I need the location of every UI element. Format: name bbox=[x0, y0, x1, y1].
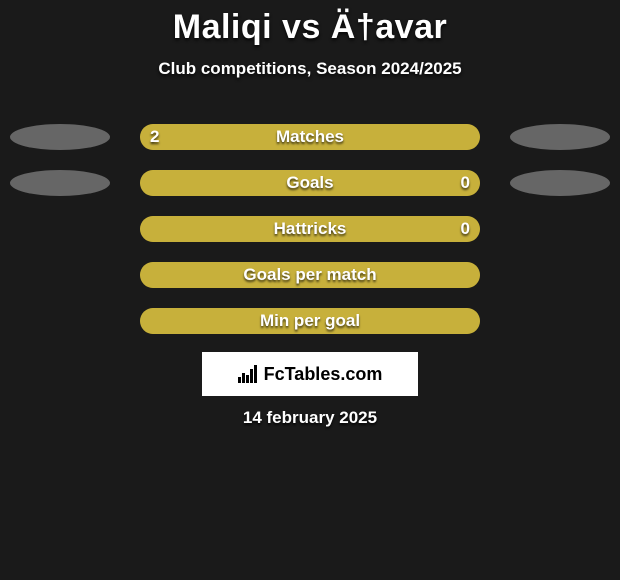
stat-label: Goals bbox=[140, 170, 480, 196]
stat-label: Goals per match bbox=[140, 262, 480, 288]
player-indicator-right bbox=[510, 124, 610, 150]
site-brand-text: FcTables.com bbox=[264, 364, 383, 385]
stat-row: Min per goal bbox=[0, 302, 620, 348]
snapshot-date: 14 february 2025 bbox=[0, 408, 620, 428]
stat-row: Matches2 bbox=[0, 118, 620, 164]
stat-value-left: 2 bbox=[150, 124, 159, 150]
stat-value-right: 0 bbox=[461, 216, 470, 242]
stat-label: Hattricks bbox=[140, 216, 480, 242]
stat-value-right: 0 bbox=[461, 170, 470, 196]
stat-row: Goals per match bbox=[0, 256, 620, 302]
site-logo[interactable]: FcTables.com bbox=[202, 352, 418, 396]
stats-area: Matches2Goals0Hattricks0Goals per matchM… bbox=[0, 118, 620, 348]
bar-chart-icon bbox=[238, 365, 260, 383]
stat-row: Goals0 bbox=[0, 164, 620, 210]
stat-label: Min per goal bbox=[140, 308, 480, 334]
comparison-title: Maliqi vs Ä†avar bbox=[0, 0, 620, 47]
player-indicator-left bbox=[10, 124, 110, 150]
stat-row: Hattricks0 bbox=[0, 210, 620, 256]
comparison-subtitle: Club competitions, Season 2024/2025 bbox=[0, 59, 620, 79]
stat-label: Matches bbox=[140, 124, 480, 150]
player-indicator-right bbox=[510, 170, 610, 196]
player-indicator-left bbox=[10, 170, 110, 196]
